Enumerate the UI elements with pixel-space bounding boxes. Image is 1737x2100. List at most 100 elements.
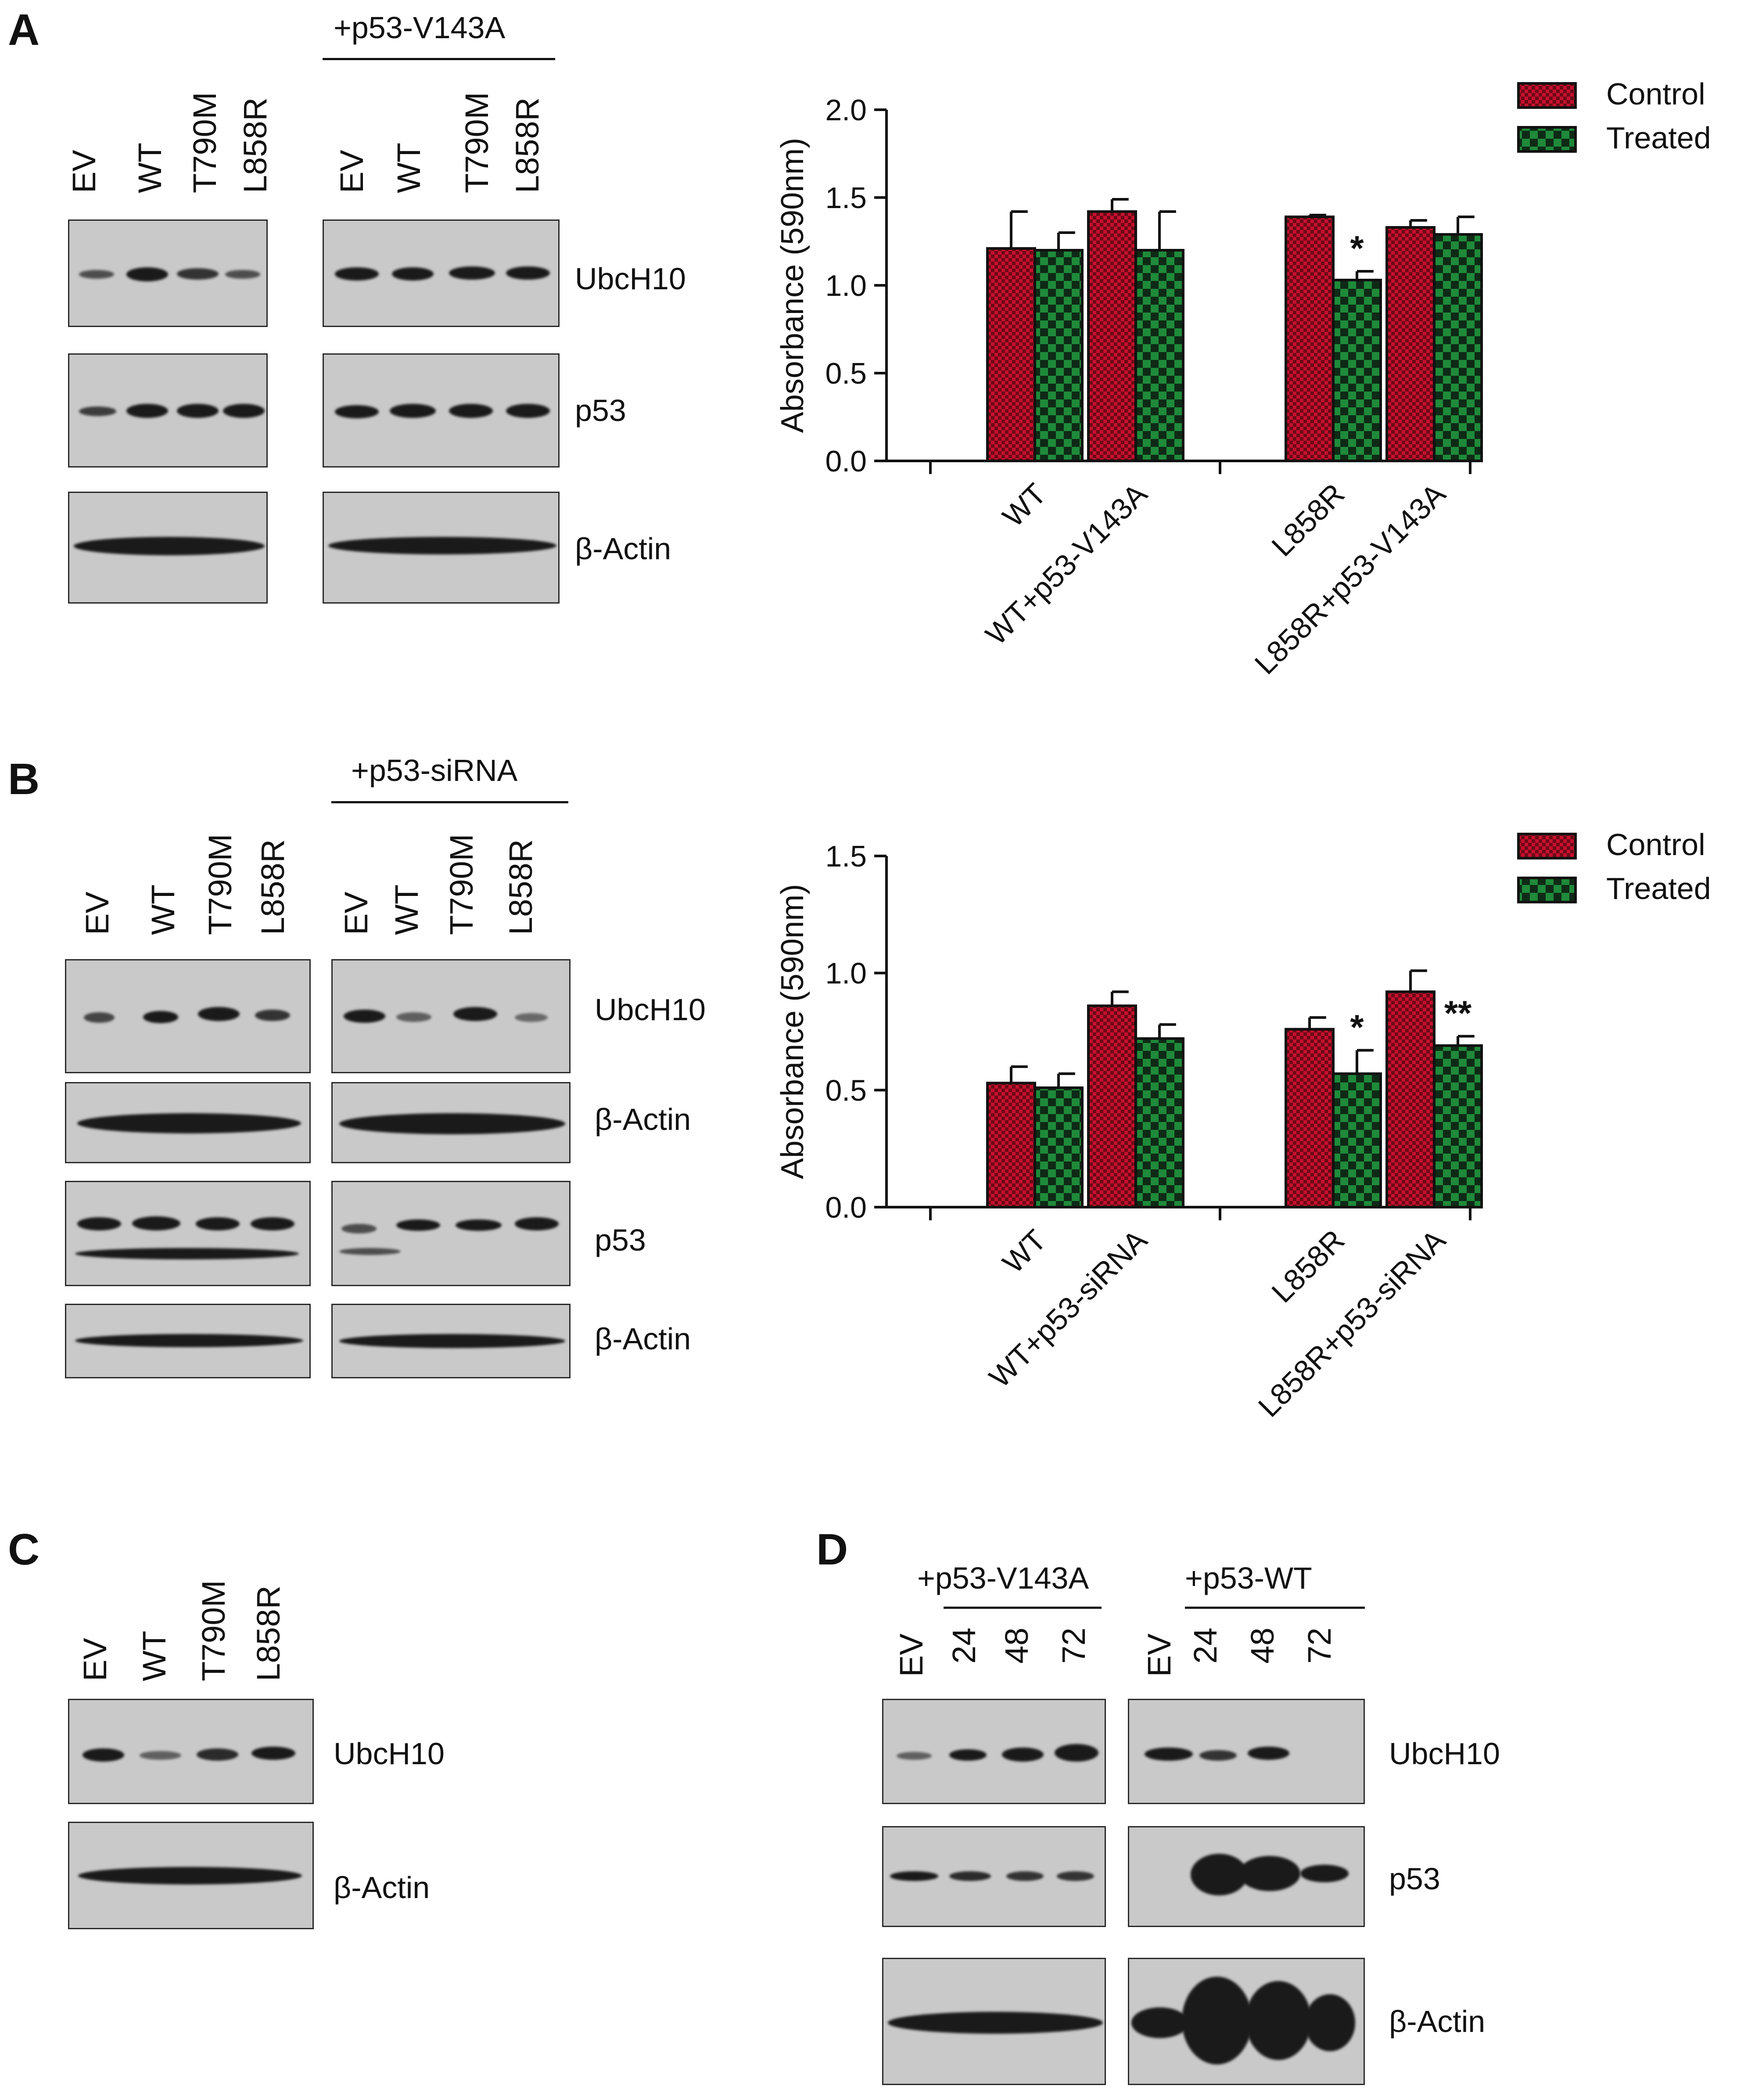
protein-label: β-Actin [595,1102,691,1136]
band [198,1007,240,1021]
blot-b-actin2-right [331,1304,571,1378]
blot-b-ubch10-left [65,959,311,1073]
protein-label: p53 [595,1223,646,1257]
y-tick-label: 0.0 [825,445,867,478]
bar-treated [1332,279,1382,462]
bar-treated [1134,249,1184,462]
significance-marker: * [1350,229,1364,268]
blot-b-ubch10-right [331,959,571,1073]
blot-d-actin-left [882,1958,1106,2085]
blot-b-actin2-left [65,1304,311,1378]
blot-d-actin-right [1128,1958,1365,2085]
protein-label: UbcH10 [334,1737,445,1771]
legend-swatch [1517,126,1577,153]
lane-label: EV [79,892,115,935]
panel-c-letter: C [8,1525,40,1574]
band [79,270,114,279]
band [339,1334,565,1348]
band [225,270,260,279]
blot-b-actin1-right [331,1082,571,1163]
x-category-label: L858R [1265,1223,1351,1309]
band [75,1334,303,1347]
lane-label: T790M [195,1580,232,1681]
lane-label: T790M [202,834,238,935]
band [79,406,116,416]
band [515,1013,548,1022]
blot-b-actin1-left [65,1082,311,1163]
legend-swatch [1517,82,1577,109]
panel-a-group-label: +p53-V143A [334,11,506,45]
protein-label: p53 [1389,1862,1440,1896]
bar-treated [1134,1037,1184,1208]
band [143,1011,178,1023]
y-tick-label: 1.5 [825,840,867,873]
band [197,1748,238,1761]
y-tick-label: 2.0 [825,93,867,127]
x-category-label: L858R [1265,477,1351,563]
band [255,1010,290,1021]
panel-a-group-line [323,58,555,60]
protein-label: β-Actin [1389,2004,1486,2039]
bar-control [986,1082,1036,1208]
band [83,1748,124,1762]
bar-control [1087,210,1137,462]
lane-label: T790M [443,834,480,935]
band [196,1217,240,1230]
band [888,2012,1103,2034]
protein-label: p53 [575,393,626,428]
band [223,404,265,418]
band [506,266,550,280]
band [506,404,550,418]
protein-label: UbcH10 [575,262,686,296]
band [1182,1977,1252,2064]
legend-label: Treated [1606,121,1711,155]
band [75,1248,299,1259]
y-tick-label: 0.5 [825,1074,867,1107]
band [74,537,265,555]
panel-d-letter: D [816,1525,848,1574]
bar-control [1385,990,1436,1208]
bar-control [1385,226,1436,462]
band [1057,1871,1094,1881]
lane-label: 24 [946,1627,982,1664]
protein-label: β-Actin [334,1870,430,1905]
significance-marker: * [1350,1008,1364,1047]
band [1006,1871,1044,1881]
lane-label: L858R [509,97,546,193]
protein-label: β-Actin [575,532,671,566]
band [328,537,556,554]
lane-label: 24 [1187,1627,1224,1664]
protein-label: β-Actin [595,1322,691,1356]
lane-label: T790M [187,92,223,193]
legend-label: Control [1606,827,1705,862]
band [449,404,493,418]
lane-label: EV [1141,1633,1177,1677]
protein-label: UbcH10 [1389,1737,1500,1771]
band [1002,1748,1044,1762]
y-tick-label: 0.5 [825,357,867,390]
lane-label: L858R [250,1585,287,1681]
bar-treated [1433,1044,1483,1208]
blot-c-actin [68,1822,314,1929]
lane-label: WT [391,142,427,193]
lane-label: EV [334,150,370,193]
lane-label: L858R [255,839,291,935]
bar-control [1087,1004,1137,1208]
x-category-label: WT [996,1223,1052,1280]
significance-marker: ** [1444,994,1472,1033]
band [1300,1865,1349,1882]
blot-d-p53-left [882,1826,1106,1927]
band [1145,1748,1193,1761]
band [335,405,379,418]
lane-label: WT [132,142,168,193]
band [1131,2007,1188,2038]
blot-a-p53-right [323,353,560,467]
band [251,1217,294,1230]
band [177,268,219,280]
band [251,1747,295,1760]
lane-label: 48 [1244,1627,1281,1664]
protein-label: UbcH10 [595,992,706,1027]
panel-d-group-line-right [1185,1607,1365,1609]
